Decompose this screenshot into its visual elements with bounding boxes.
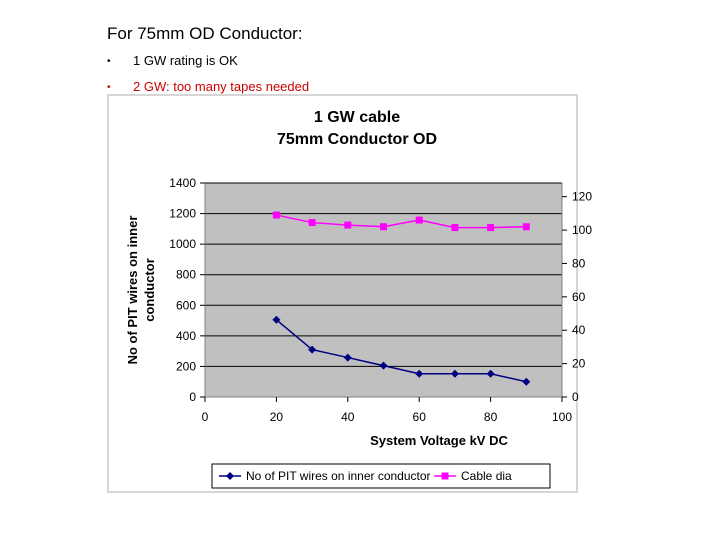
bullet-item-2: • 2 GW: too many tapes needed — [107, 79, 309, 94]
y2-tick-label: 40 — [572, 323, 586, 337]
y2-tick-label: 0 — [572, 390, 579, 404]
legend-items: No of PIT wires on inner conductor Cable … — [219, 469, 512, 483]
x-axis-label: System Voltage kV DC — [370, 433, 508, 448]
y-tick-label: 400 — [176, 329, 196, 343]
y-tick-label: 800 — [176, 268, 196, 282]
y2-tick-label: 120 — [572, 190, 592, 204]
y2-tick-label: 80 — [572, 256, 586, 270]
x-tick-label: 0 — [202, 410, 209, 424]
y-axis-label-line-1: No of PIT wires on inner — [125, 216, 140, 365]
bullet-marker: • — [107, 56, 111, 68]
y2-tick-label: 60 — [572, 290, 586, 304]
bullet-text: 2 GW: too many tapes needed — [133, 79, 310, 94]
y-tick-label: 600 — [176, 298, 196, 312]
y2-tick-label: 20 — [572, 357, 586, 371]
data-point-cable-dia — [344, 221, 352, 229]
data-point-cable-dia — [415, 216, 423, 224]
y2-axis-ticks: 0 20 40 60 80 100 120 — [562, 190, 592, 404]
series — [272, 211, 531, 386]
x-tick-label: 40 — [341, 410, 355, 424]
x-axis-ticks: 0 20 40 60 80 100 — [202, 397, 572, 424]
data-point-pit-wires — [415, 369, 424, 378]
plot-area — [205, 183, 562, 397]
chart-title-line-1: 1 GW cable — [314, 109, 400, 126]
series-line-1 — [275, 319, 527, 383]
y-tick-label: 200 — [176, 359, 196, 373]
y2-tick-label: 100 — [572, 223, 592, 237]
y-tick-label: 1200 — [169, 207, 196, 221]
y-tick-label: 1400 — [169, 176, 196, 190]
data-point-cable-dia — [451, 224, 459, 232]
data-point-pit-wires — [379, 361, 388, 370]
y-axis-label-line-2: conductor — [142, 258, 157, 322]
data-point-cable-dia — [308, 219, 316, 227]
data-point-pit-wires — [343, 353, 352, 362]
bullet-text: 1 GW rating is OK — [133, 53, 238, 68]
legend — [211, 463, 551, 489]
legend-label-2: Cable dia — [461, 469, 512, 483]
x-tick-label: 80 — [484, 410, 498, 424]
data-point-pit-wires — [522, 377, 531, 386]
data-point-cable-dia — [380, 223, 387, 231]
legend-label-1: No of PIT wires on inner conductor — [246, 469, 431, 483]
x-tick-label: 60 — [413, 410, 427, 424]
legend-marker-1 — [226, 472, 234, 480]
x-tick-label: 20 — [270, 410, 284, 424]
series-line-2 — [276, 214, 527, 229]
data-point-cable-dia — [272, 211, 280, 219]
y-tick-label: 1000 — [169, 237, 196, 251]
data-point-cable-dia — [487, 224, 495, 232]
chart-title-line-2: 75mm Conductor OD — [277, 131, 437, 148]
legend-marker-2 — [441, 472, 449, 480]
y-axis-ticks: 0 200 400 600 800 1000 1200 1400 — [169, 176, 205, 404]
data-point-cable-dia — [522, 223, 530, 231]
data-point-pit-wires — [450, 369, 459, 378]
y-tick-label: 0 — [189, 390, 196, 404]
x-tick-label: 100 — [552, 410, 572, 424]
data-point-pit-wires — [272, 315, 281, 324]
bullet-marker: • — [107, 82, 111, 94]
slide-title: For 75mm OD Conductor: — [107, 24, 303, 43]
bullet-item-1: • 1 GW rating is OK — [107, 53, 238, 68]
data-point-pit-wires — [308, 345, 317, 354]
data-point-pit-wires — [486, 369, 495, 378]
